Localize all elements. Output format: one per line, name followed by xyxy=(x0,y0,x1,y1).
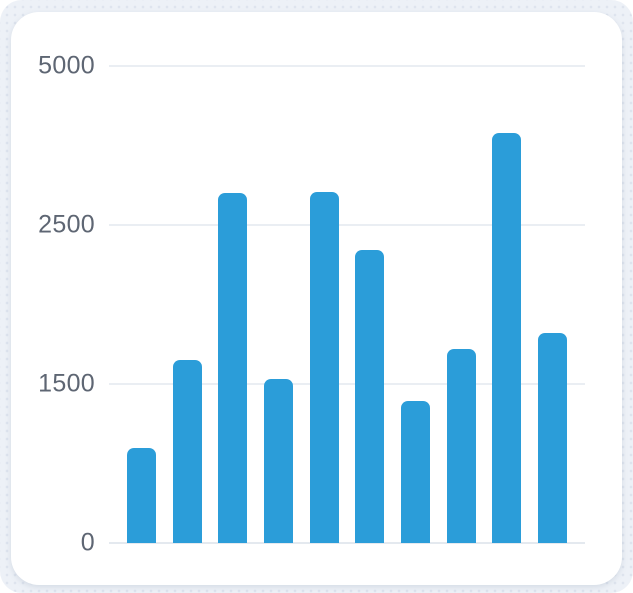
y-axis-tick-label: 1500 xyxy=(38,369,95,398)
gridline xyxy=(109,383,585,386)
zero-gridline xyxy=(109,542,585,544)
gridline xyxy=(109,65,585,67)
bar[interactable] xyxy=(127,447,156,543)
bar[interactable] xyxy=(355,250,385,543)
chart-card: 0 1500 2500 5000 xyxy=(11,12,622,585)
bar[interactable] xyxy=(309,191,339,543)
y-axis-tick-label: 0 xyxy=(80,528,95,557)
bars-row xyxy=(109,66,585,543)
bar[interactable] xyxy=(263,379,293,543)
plot-area xyxy=(109,65,585,544)
gridline xyxy=(109,224,585,227)
y-axis: 0 1500 2500 5000 xyxy=(11,53,95,555)
bar[interactable] xyxy=(492,132,522,543)
bar[interactable] xyxy=(172,360,202,543)
bar[interactable] xyxy=(400,400,430,543)
bar[interactable] xyxy=(446,349,476,543)
y-axis-tick-label: 5000 xyxy=(38,51,95,80)
bar[interactable] xyxy=(218,193,248,543)
y-axis-tick-label: 2500 xyxy=(38,210,95,239)
bar[interactable] xyxy=(537,333,567,543)
